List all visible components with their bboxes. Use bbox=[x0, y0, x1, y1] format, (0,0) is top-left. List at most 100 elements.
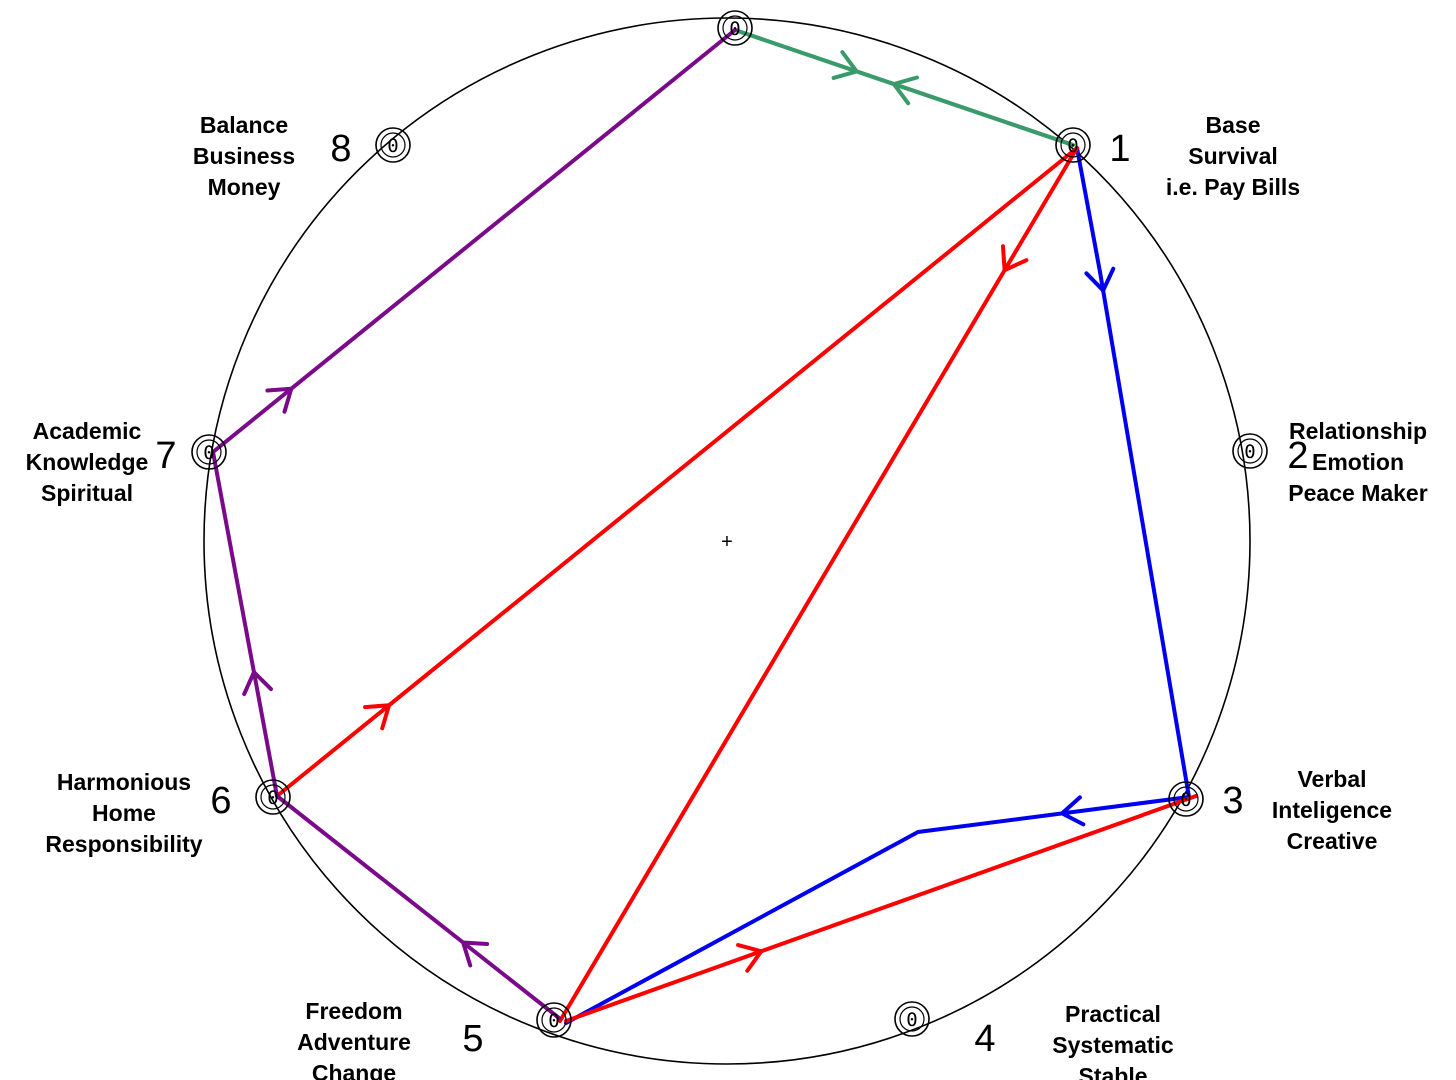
node-6-label-1: Harmonious bbox=[57, 769, 191, 795]
node-number-3: 3 bbox=[1222, 780, 1243, 822]
edge-red-1-to-5 bbox=[558, 146, 1079, 1023]
node-4-label-1: Practical bbox=[1065, 1001, 1161, 1027]
node-number-6: 6 bbox=[210, 780, 231, 822]
node-ring-inner bbox=[196, 439, 222, 465]
arrowhead bbox=[1084, 266, 1116, 293]
node-ring-inner bbox=[260, 784, 286, 810]
node-ring-inner bbox=[541, 1007, 567, 1033]
node-ring-outer bbox=[536, 1002, 572, 1038]
node-4-label-3: Stable bbox=[1078, 1063, 1147, 1080]
node-ring-inner bbox=[899, 1006, 925, 1032]
node-ring-inner bbox=[722, 15, 748, 41]
node-3: 0 bbox=[1168, 781, 1204, 817]
node-value: 0 bbox=[1180, 789, 1191, 811]
arrowhead bbox=[736, 943, 764, 973]
nodes-layer: 0 0 0 0 0 0 0 0 0 bbox=[191, 10, 1268, 1038]
edge-green-1-to-0 bbox=[733, 28, 1075, 147]
node-8-label-3: Money bbox=[208, 174, 281, 200]
node-5: 0 bbox=[536, 1002, 572, 1038]
node-7-label-3: Spiritual bbox=[41, 480, 133, 506]
node-value: 0 bbox=[387, 135, 398, 157]
node-3-label-2: Inteligence bbox=[1272, 797, 1392, 823]
node-6-label-3: Responsibility bbox=[45, 831, 202, 857]
node-ring-inner bbox=[380, 132, 406, 158]
node-5-label-3: Change bbox=[312, 1060, 396, 1080]
arrowhead bbox=[891, 75, 919, 106]
node-1-label-1: Base bbox=[1206, 112, 1261, 138]
node-ring-outer bbox=[1055, 127, 1091, 163]
node-7-label-2: Knowledge bbox=[26, 449, 149, 475]
edge-line bbox=[733, 28, 1075, 147]
node-ring-outer bbox=[375, 127, 411, 163]
node-1-label-3: i.e. Pay Bills bbox=[1166, 174, 1300, 200]
node-ring-outer bbox=[1168, 781, 1204, 817]
node-2: 0 bbox=[1232, 433, 1268, 469]
node-number-2: 2 bbox=[1287, 435, 1308, 477]
main-circle bbox=[203, 17, 1251, 1065]
node-0: 0 bbox=[717, 10, 753, 46]
edge-line bbox=[211, 28, 737, 454]
node-5-label-1: Freedom bbox=[305, 998, 402, 1024]
edge-blue-1-to-3 bbox=[1075, 146, 1191, 799]
node-ring-outer bbox=[894, 1001, 930, 1037]
node-value: 0 bbox=[1067, 135, 1078, 157]
edge-blue-3-to-5 bbox=[564, 795, 1191, 1025]
node-8-label-1: Balance bbox=[200, 112, 288, 138]
arrowhead bbox=[1000, 244, 1029, 273]
node-ring-inner bbox=[1237, 438, 1263, 464]
edges-layer bbox=[211, 28, 1198, 1025]
node-number-8: 8 bbox=[330, 128, 351, 170]
node-4: 0 bbox=[894, 1001, 930, 1037]
edge-purple-6-to-7 bbox=[211, 450, 279, 798]
node-ring-outer bbox=[191, 434, 227, 470]
node-7-label-1: Academic bbox=[33, 418, 142, 444]
node-ring-outer bbox=[1232, 433, 1268, 469]
node-value: 0 bbox=[729, 18, 740, 40]
node-3-label-1: Verbal bbox=[1297, 766, 1366, 792]
arrowhead bbox=[461, 940, 490, 968]
node-value: 0 bbox=[906, 1009, 917, 1031]
node-ring-outer bbox=[717, 10, 753, 46]
node-6: 0 bbox=[255, 779, 291, 815]
node-3-label-3: Creative bbox=[1287, 828, 1378, 854]
node-value: 0 bbox=[548, 1010, 559, 1032]
node-value: 0 bbox=[267, 787, 278, 809]
node-2-label-1: Relationship bbox=[1289, 418, 1427, 444]
arrowhead bbox=[363, 703, 391, 731]
edge-red-5-to-3 bbox=[564, 794, 1198, 1023]
node-8: 0 bbox=[375, 127, 411, 163]
edge-line bbox=[211, 450, 279, 798]
edge-line bbox=[564, 795, 1191, 1025]
edge-purple-7-to-0 bbox=[211, 28, 737, 454]
node-number-1: 1 bbox=[1109, 128, 1130, 170]
center-marker: + bbox=[721, 531, 733, 553]
node-ring-inner bbox=[1060, 132, 1086, 158]
edge-line bbox=[564, 794, 1198, 1023]
labels-layer: 1 Base Survival i.e. Pay Bills 2Relationship… bbox=[26, 112, 1428, 1080]
node-2-label-2: Emotion bbox=[1312, 449, 1404, 475]
arrowhead bbox=[242, 670, 273, 697]
node-2-label-3: Peace Maker bbox=[1288, 480, 1427, 506]
node-number-5: 5 bbox=[462, 1018, 483, 1060]
arrowhead bbox=[265, 386, 294, 414]
edge-line bbox=[558, 146, 1079, 1023]
node-ring-outer bbox=[255, 779, 291, 815]
node-number-7: 7 bbox=[155, 435, 176, 477]
edge-purple-5-to-6 bbox=[275, 794, 561, 1020]
edge-line bbox=[275, 794, 561, 1020]
edge-line bbox=[1075, 146, 1191, 799]
node-8-label-2: Business bbox=[193, 143, 295, 169]
node-ring-inner bbox=[1173, 786, 1199, 812]
node-value: 0 bbox=[1244, 441, 1255, 463]
node-number-4: 4 bbox=[974, 1018, 995, 1060]
node-6-label-2: Home bbox=[92, 800, 156, 826]
arrowhead bbox=[1060, 795, 1086, 827]
node-7: 0 bbox=[191, 434, 227, 470]
edge-red-6-to-1 bbox=[275, 146, 1079, 798]
node-1-label-2: Survival bbox=[1188, 143, 1278, 169]
edge-line bbox=[275, 146, 1079, 798]
node-1: 0 bbox=[1055, 127, 1091, 163]
node-value: 0 bbox=[203, 442, 214, 464]
node-4-label-2: Systematic bbox=[1052, 1032, 1174, 1058]
